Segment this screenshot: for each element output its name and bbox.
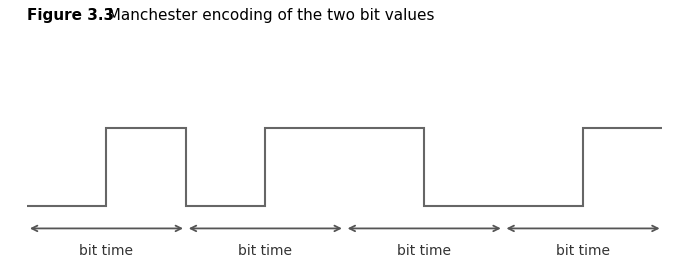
Text: bit time: bit time xyxy=(239,244,292,258)
Text: bit time: bit time xyxy=(80,244,133,258)
Text: Figure 3.3: Figure 3.3 xyxy=(27,8,114,23)
Text: Manchester encoding of the two bit values: Manchester encoding of the two bit value… xyxy=(98,8,435,23)
Text: bit time: bit time xyxy=(397,244,451,258)
Text: bit time: bit time xyxy=(556,244,610,258)
